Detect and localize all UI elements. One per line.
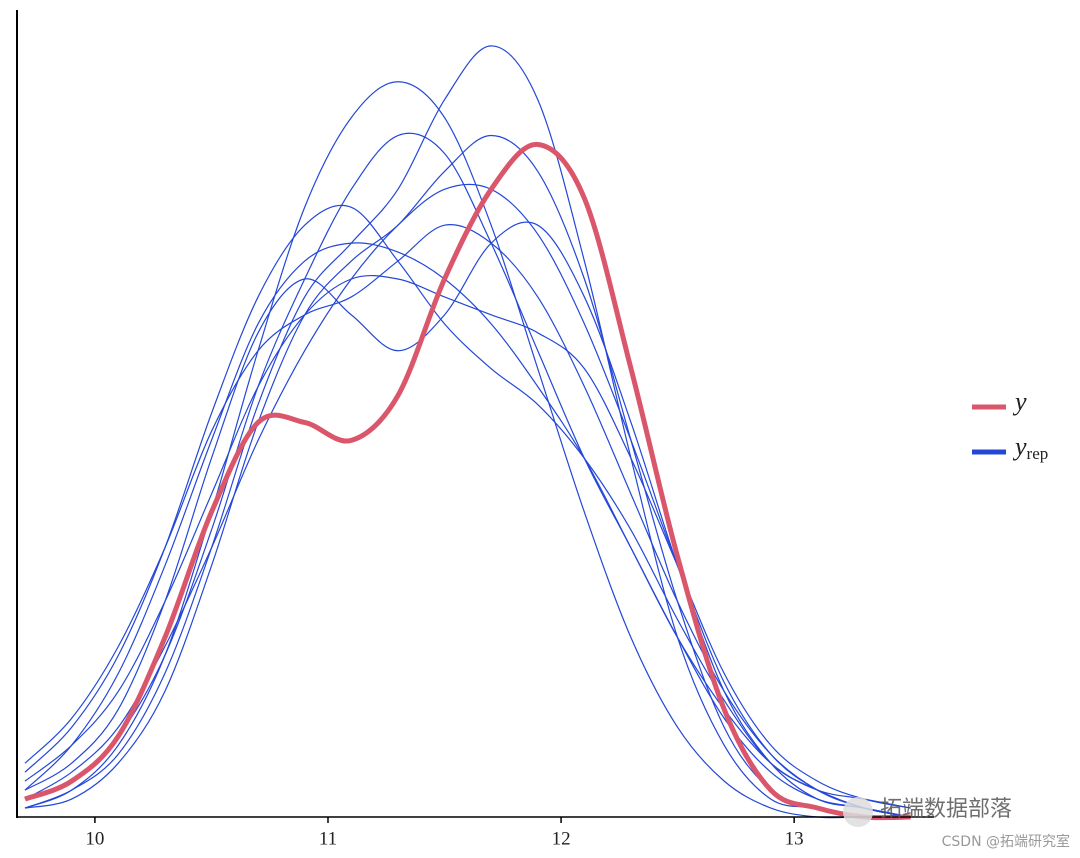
watermark-text: 拓端数据部落	[880, 797, 1012, 822]
watermark-caption: CSDN @拓端研究室	[942, 833, 1070, 850]
replicate-density	[24, 183, 911, 818]
legend-label-sub: rep	[1027, 444, 1049, 463]
legend: y yrep	[972, 387, 1048, 463]
replicate-density	[24, 134, 911, 819]
replicate-density	[24, 204, 911, 818]
x-tick-label: 11	[319, 828, 337, 849]
x-tick-label: 12	[552, 828, 571, 849]
x-tick-label: 10	[85, 828, 104, 849]
replicate-density	[24, 132, 911, 809]
watermark: 拓端数据部落 CSDN @拓端研究室	[843, 797, 1070, 850]
replicate-density	[24, 242, 911, 818]
watermark-icon	[843, 797, 873, 827]
replicate-density	[24, 45, 911, 819]
replicate-density	[24, 224, 911, 818]
replicate-density	[24, 274, 911, 809]
replicate-density	[24, 221, 911, 818]
legend-label-main: y	[1012, 432, 1027, 461]
legend-label: y	[1012, 387, 1027, 416]
legend-label: yrep	[1012, 432, 1048, 463]
observed-density	[24, 142, 911, 821]
plot-area	[24, 45, 911, 821]
x-tick-label: 13	[785, 828, 804, 849]
